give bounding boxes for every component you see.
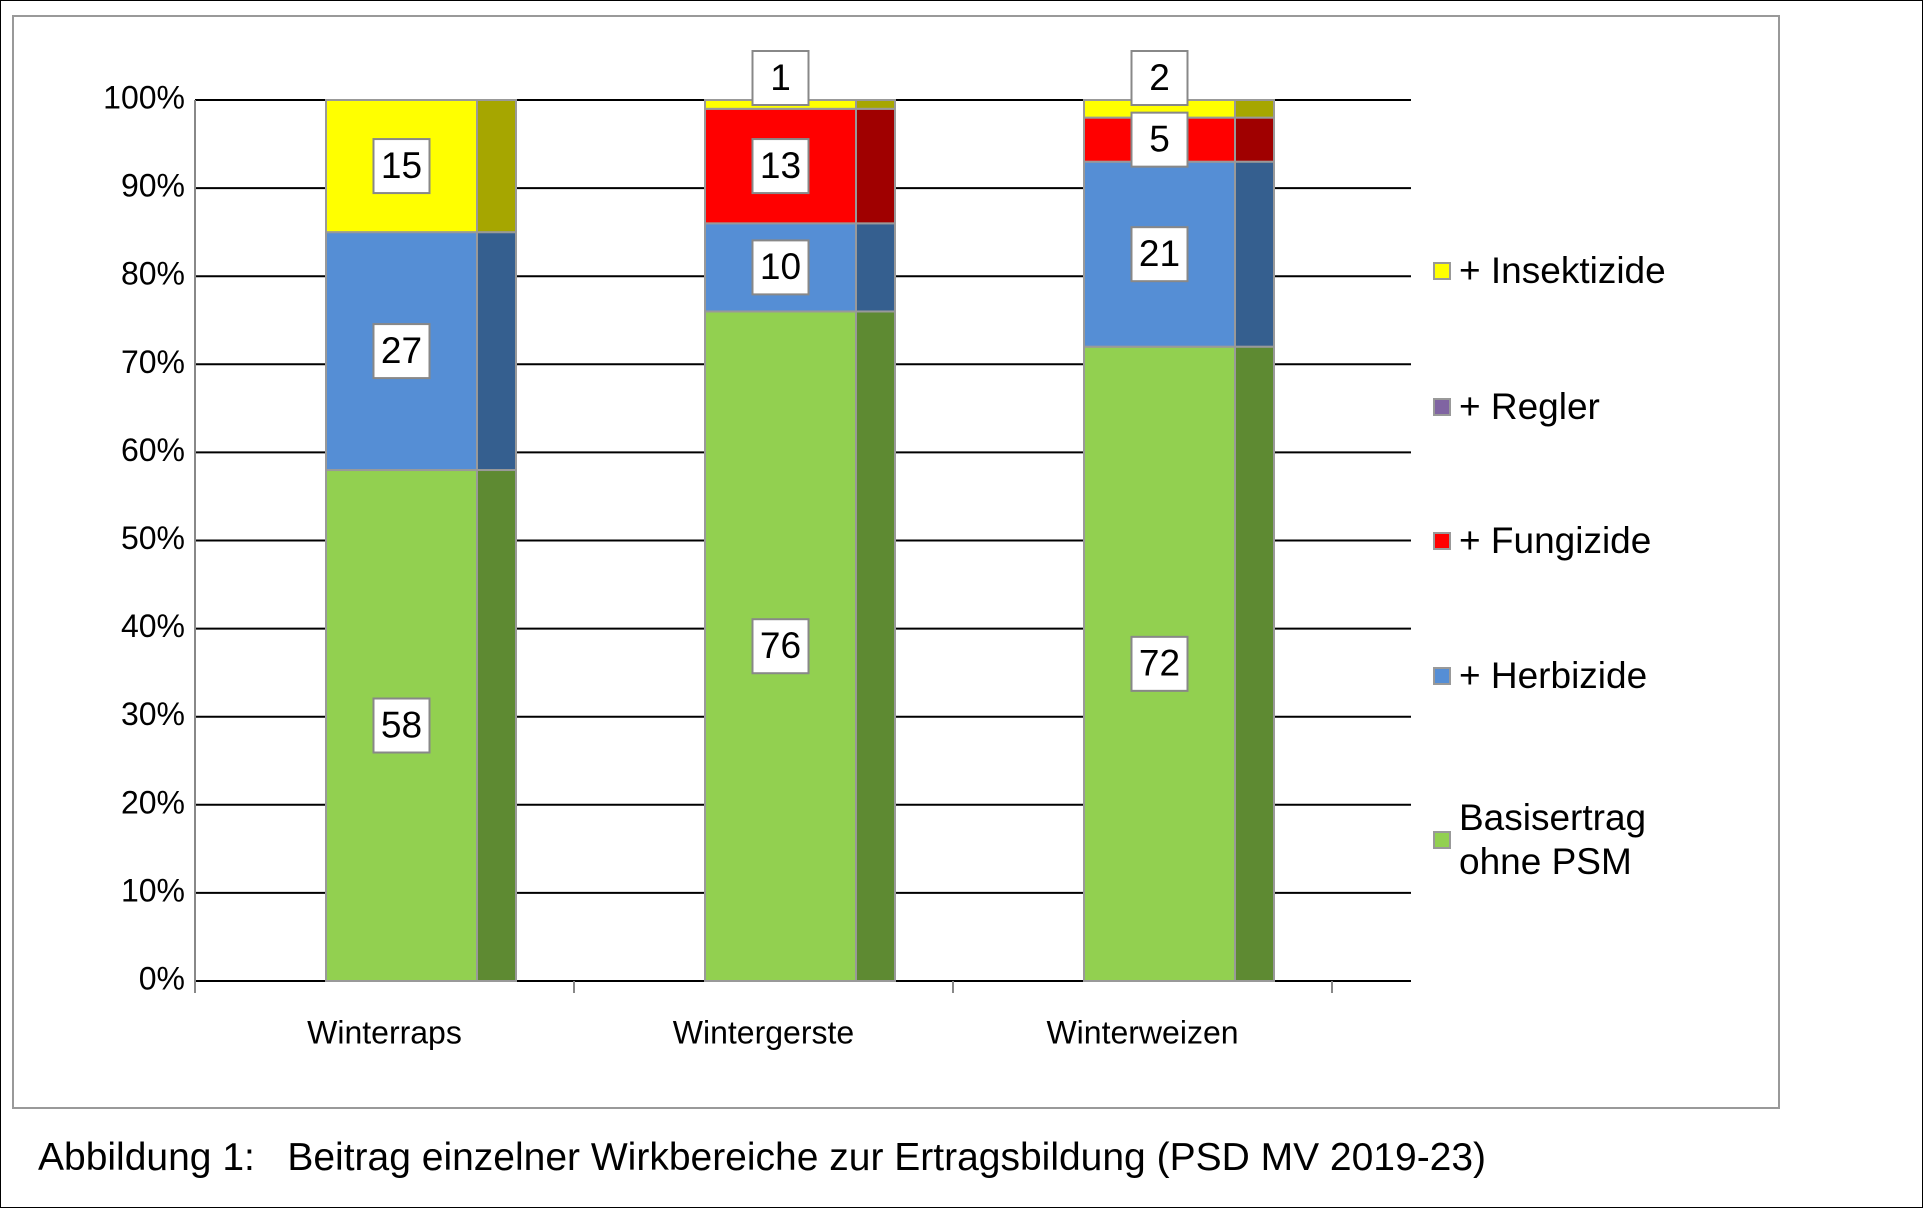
value-label: 72 [1139, 643, 1180, 684]
legend-label: + Fungizide [1459, 520, 1652, 561]
value-label-box [751, 618, 810, 675]
value-label: 76 [760, 625, 801, 666]
legend-swatch [1433, 667, 1451, 685]
value-label-box [372, 138, 431, 195]
y-tick-label: 90% [121, 168, 185, 204]
value-label: 21 [1139, 233, 1180, 274]
bar-side [1234, 345, 1275, 982]
bar-side [476, 469, 517, 982]
legend-item: + Insektizide [1433, 249, 1763, 293]
legend-label: + Insektizide [1459, 250, 1666, 291]
legend-swatch [1433, 831, 1451, 849]
value-label: 1 [770, 57, 791, 98]
y-tick-label: 10% [121, 872, 185, 908]
value-label-box [751, 138, 810, 195]
y-tick-label: 50% [121, 520, 185, 556]
y-tick-label: 30% [121, 696, 185, 732]
bar-side [855, 222, 896, 313]
legend-swatch [1433, 262, 1451, 280]
bar-side [476, 231, 517, 472]
legend-label: Basisertrag ohne PSM [1459, 797, 1647, 882]
value-label-box [372, 697, 431, 754]
value-label: 5 [1149, 118, 1170, 159]
value-label: 2 [1149, 57, 1170, 98]
y-tick-label: 0% [139, 960, 185, 996]
bar-side [855, 99, 896, 110]
x-tick-label: Winterweizen [1046, 1014, 1238, 1050]
value-label: 13 [760, 145, 801, 186]
y-tick-label: 100% [103, 79, 185, 115]
value-label-box [1130, 635, 1189, 692]
bar-side [1234, 116, 1275, 163]
legend-swatch [1433, 532, 1451, 550]
legend-label: + Regler [1459, 386, 1600, 427]
y-tick-label: 40% [121, 608, 185, 644]
bar-side [855, 107, 896, 225]
value-label: 15 [381, 145, 422, 186]
x-tick-label: Wintergerste [673, 1014, 854, 1050]
x-tick-label: Winterraps [307, 1014, 462, 1050]
value-label-box [751, 50, 810, 106]
legend-label: + Herbizide [1459, 655, 1648, 696]
value-label-box [751, 239, 810, 296]
legend-swatch [1433, 398, 1451, 416]
legend-item: + Fungizide [1433, 519, 1763, 563]
bar-side [476, 99, 517, 234]
bar-side [855, 310, 896, 982]
value-label-box [1130, 50, 1189, 106]
legend-item: Basisertrag ohne PSM [1433, 796, 1763, 884]
caption: Abbildung 1: Beitrag einzelner Wirkberei… [38, 1136, 1487, 1179]
value-label-box [1130, 226, 1189, 283]
value-label: 10 [760, 246, 801, 287]
legend-item: + Herbizide [1433, 654, 1763, 698]
value-label-box [372, 323, 431, 380]
legend-item: + Regler [1433, 385, 1763, 429]
bar-side [1234, 99, 1275, 119]
value-label: 27 [381, 330, 422, 371]
y-tick-label: 60% [121, 432, 185, 468]
y-tick-label: 70% [121, 344, 185, 380]
y-tick-label: 20% [121, 784, 185, 820]
value-label: 58 [381, 704, 422, 745]
bar-side [1234, 160, 1275, 348]
value-label-box [1130, 111, 1189, 168]
y-tick-label: 80% [121, 256, 185, 292]
